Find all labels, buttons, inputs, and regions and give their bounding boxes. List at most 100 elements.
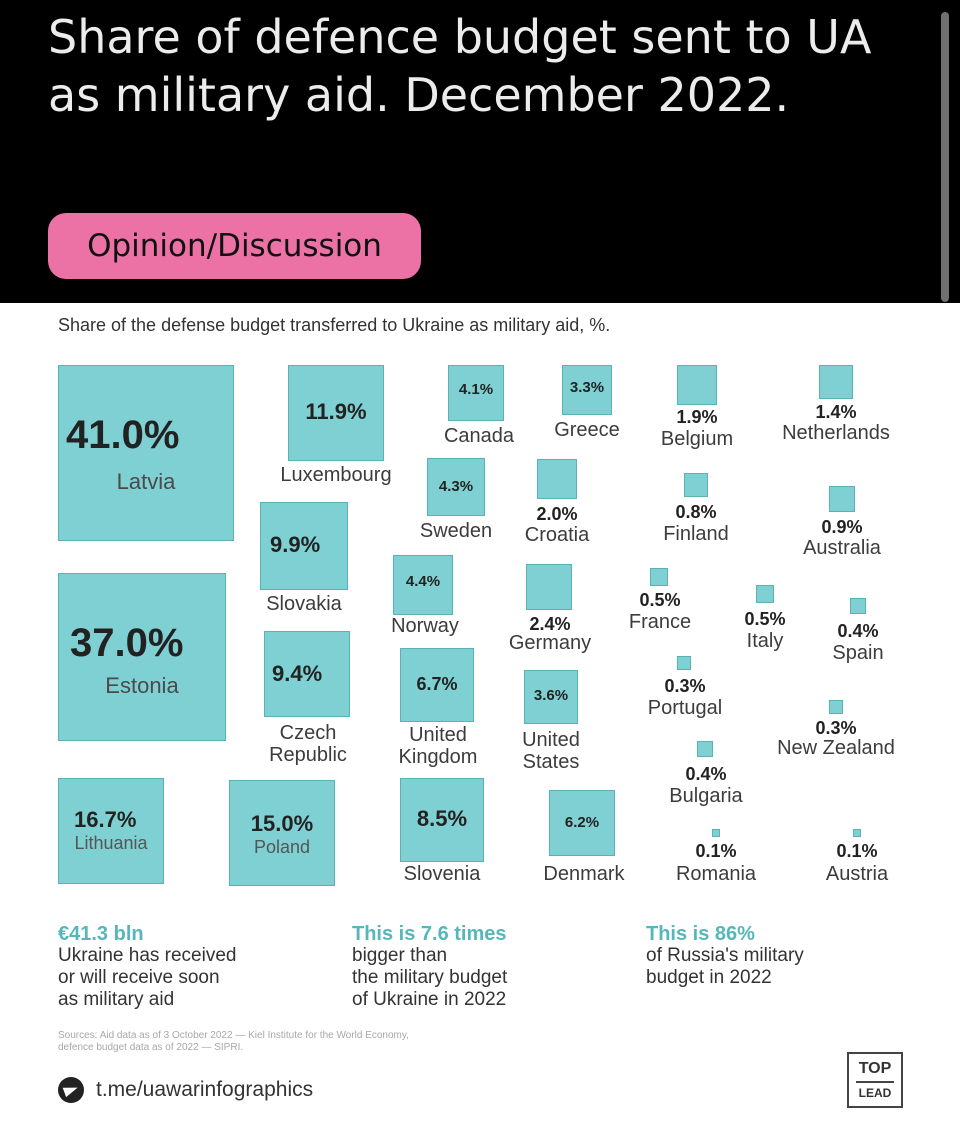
value-france: 0.5% bbox=[639, 590, 681, 610]
fact-line: of Ukraine in 2022 bbox=[352, 989, 507, 1010]
square-bulgaria bbox=[697, 741, 713, 757]
telegram-icon bbox=[58, 1077, 84, 1103]
scrollbar[interactable] bbox=[941, 12, 949, 302]
label-australia: Australia bbox=[803, 537, 881, 559]
value-czech-republic: 9.4% bbox=[272, 661, 323, 686]
fact-line: as military aid bbox=[58, 989, 175, 1010]
square-finland bbox=[684, 473, 708, 497]
fact-line: Ukraine has received bbox=[58, 945, 237, 966]
value-norway: 4.4% bbox=[405, 573, 441, 590]
flair-tag[interactable]: Opinion/Discussion bbox=[48, 213, 421, 279]
label-czech-republic: Czech Republic bbox=[269, 722, 347, 766]
value-sweden: 4.3% bbox=[438, 478, 474, 495]
label-new-zealand: New Zealand bbox=[777, 737, 895, 759]
value-new-zealand: 0.3% bbox=[815, 718, 857, 738]
square-latvia bbox=[58, 365, 234, 541]
fact-russia-budget: This is 86% of Russia's military budget … bbox=[646, 923, 804, 989]
infographic-subtitle: Share of the defense budget transferred … bbox=[58, 315, 611, 335]
value-bulgaria: 0.4% bbox=[685, 764, 727, 784]
square-poland bbox=[229, 780, 335, 886]
square-luxembourg bbox=[288, 365, 384, 461]
label-croatia: Croatia bbox=[524, 524, 590, 546]
square-spain bbox=[850, 598, 866, 614]
telegram-handle: t.me/uawarinfographics bbox=[96, 1078, 314, 1101]
label-greece: Greece bbox=[554, 419, 620, 441]
label-slovakia: Slovakia bbox=[266, 593, 342, 615]
square-norway bbox=[393, 555, 453, 615]
value-greece: 3.3% bbox=[569, 379, 605, 396]
fact-ukraine-budget: This is 7.6 times bigger than the milita… bbox=[352, 923, 507, 1011]
square-romania bbox=[712, 829, 720, 837]
label-latvia: Latvia bbox=[116, 469, 176, 494]
value-luxembourg: 11.9% bbox=[305, 399, 367, 424]
value-latvia: 41.0% bbox=[66, 413, 180, 457]
value-italy: 0.5% bbox=[744, 609, 786, 629]
label-sweden: Sweden bbox=[419, 520, 493, 542]
square-czech-republic bbox=[264, 631, 350, 717]
label-denmark: Denmark bbox=[543, 863, 625, 885]
square-greece bbox=[562, 365, 612, 415]
value-poland: 15.0% bbox=[250, 811, 314, 836]
label-lithuania: Lithuania bbox=[74, 833, 148, 853]
value-estonia: 37.0% bbox=[70, 621, 184, 665]
label-portugal: Portugal bbox=[647, 697, 723, 719]
value-portugal: 0.3% bbox=[664, 676, 706, 696]
square-austria bbox=[853, 829, 861, 837]
value-finland: 0.8% bbox=[675, 502, 717, 522]
value-australia: 0.9% bbox=[821, 517, 863, 537]
fact-line: the military budget bbox=[352, 967, 508, 988]
fact-line: of Russia's military bbox=[646, 945, 804, 966]
label-belgium: Belgium bbox=[660, 428, 734, 450]
value-united-states: 3.6% bbox=[533, 687, 569, 704]
fact-highlight: This is 86% bbox=[646, 923, 755, 945]
label-bulgaria: Bulgaria bbox=[669, 785, 743, 807]
value-canada: 4.1% bbox=[458, 381, 494, 398]
label-germany: Germany bbox=[508, 632, 592, 654]
top-lead-logo: TOP LEAD bbox=[847, 1052, 903, 1108]
square-new-zealand bbox=[829, 700, 843, 714]
value-romania: 0.1% bbox=[695, 841, 737, 861]
telegram-link: t.me/uawarinfographics bbox=[58, 1076, 313, 1104]
label-finland: Finland bbox=[663, 523, 729, 545]
square-australia bbox=[829, 486, 855, 512]
label-austria: Austria bbox=[825, 863, 889, 885]
square-slovenia bbox=[400, 778, 484, 862]
label-spain: Spain bbox=[832, 642, 884, 664]
post-title: Share of defence budget sent to UA as mi… bbox=[48, 10, 872, 122]
logo-line1: TOP bbox=[858, 1060, 892, 1077]
label-united-states: United States bbox=[522, 729, 580, 773]
label-france: France bbox=[628, 611, 692, 633]
value-austria: 0.1% bbox=[836, 841, 878, 861]
sources-line: defence budget data as of 2022 — SIPRI. bbox=[58, 1042, 244, 1053]
logo-line2: LEAD bbox=[858, 1085, 892, 1100]
label-netherlands: Netherlands bbox=[782, 422, 890, 444]
value-netherlands: 1.4% bbox=[815, 402, 857, 422]
square-germany bbox=[526, 564, 572, 610]
square-croatia bbox=[537, 459, 577, 499]
fact-line: or will receive soon bbox=[58, 967, 220, 988]
value-croatia: 2.0% bbox=[536, 504, 578, 524]
sources-line: Sources: Aid data as of 3 October 2022 —… bbox=[58, 1030, 409, 1041]
post-header: Share of defence budget sent to UA as mi… bbox=[0, 0, 960, 303]
value-belgium: 1.9% bbox=[676, 407, 718, 427]
label-norway: Norway bbox=[391, 615, 459, 637]
label-luxembourg: Luxembourg bbox=[280, 464, 392, 486]
sources-note: Sources: Aid data as of 3 October 2022 —… bbox=[58, 1030, 409, 1054]
fact-highlight: €41.3 bln bbox=[58, 923, 144, 945]
square-italy bbox=[756, 585, 774, 603]
infographic-image: Share of the defense budget transferred … bbox=[0, 303, 960, 1147]
value-germany: 2.4% bbox=[529, 614, 571, 634]
label-slovenia: Slovenia bbox=[403, 863, 481, 885]
square-united-kingdom bbox=[400, 648, 474, 722]
label-united-kingdom: United Kingdom bbox=[398, 724, 478, 768]
value-united-kingdom: 6.7% bbox=[416, 674, 458, 694]
value-slovakia: 9.9% bbox=[270, 532, 321, 557]
square-belgium bbox=[677, 365, 717, 405]
label-canada: Canada bbox=[443, 425, 515, 447]
square-lithuania bbox=[58, 778, 164, 884]
square-canada bbox=[448, 365, 504, 421]
square-denmark bbox=[549, 790, 615, 856]
square-portugal bbox=[677, 656, 691, 670]
square-sweden bbox=[427, 458, 485, 516]
square-france bbox=[650, 568, 668, 586]
